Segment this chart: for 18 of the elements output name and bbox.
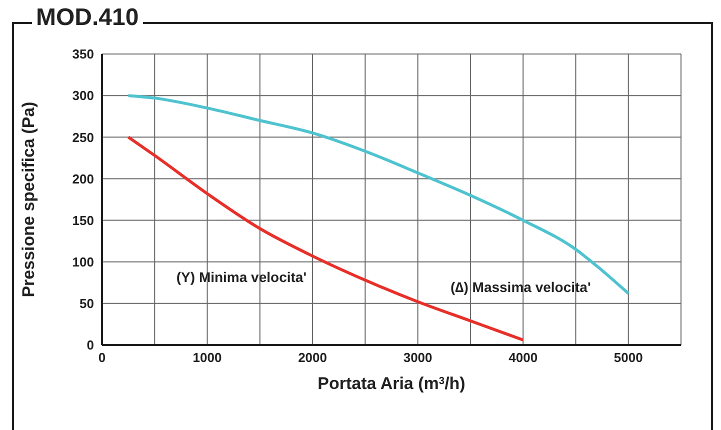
x-tick-label: 5000 bbox=[614, 350, 643, 366]
y-tick-label: 250 bbox=[72, 130, 94, 145]
x-tick-label: 2000 bbox=[298, 350, 328, 366]
x-axis-title: Portata Aria (m$^{3}$/h) bbox=[318, 374, 466, 393]
y-tick-label: 150 bbox=[72, 212, 94, 228]
x-tick-label: 1000 bbox=[192, 350, 222, 366]
y-tick-label: 200 bbox=[72, 171, 94, 186]
chart-title: MOD.410 bbox=[32, 4, 143, 32]
y-tick-label: 350 bbox=[72, 46, 94, 62]
y-tick-label: 100 bbox=[72, 254, 94, 270]
y-tick-label: 50 bbox=[80, 296, 94, 312]
y-axis-title: Pressione specifica (Pa) bbox=[19, 102, 38, 298]
x-tick-label: 4000 bbox=[508, 350, 538, 366]
x-tick-label: 3000 bbox=[403, 350, 432, 366]
y-tick-label: 300 bbox=[72, 88, 94, 104]
y-tick-label: 0 bbox=[86, 338, 94, 353]
line-series bbox=[126, 94, 630, 295]
x-tick-label: 0 bbox=[98, 350, 106, 366]
